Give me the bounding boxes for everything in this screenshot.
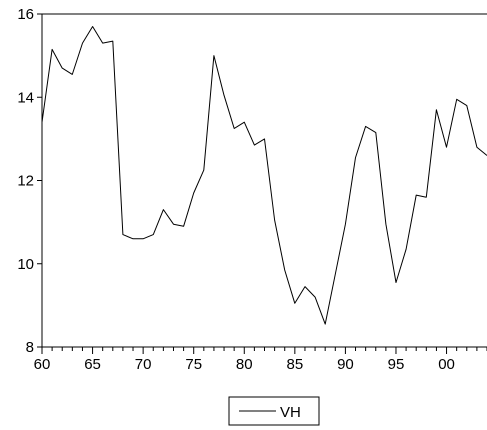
x-axis-ticks: 60 65 70 75 80 85 90 95 00 [34,347,487,373]
x-tick-label: 85 [286,356,303,373]
x-tick-label: 75 [185,356,202,373]
y-tick-label: 8 [26,339,34,356]
y-tick-label: 14 [17,89,34,106]
legend: VH [228,396,320,426]
legend-label-vh: VH [280,404,301,421]
x-tick-label: 60 [34,356,51,373]
y-axis-ticks: 8 10 12 14 16 [17,6,42,356]
x-tick-label: 70 [135,356,152,373]
series-group [41,26,487,325]
series-line-vh [41,26,487,325]
x-tick-label: 00 [438,356,455,373]
x-tick-label: 80 [236,356,253,373]
x-tick-label: 90 [337,356,354,373]
x-tick-label: 95 [388,356,405,373]
y-tick-label: 12 [17,173,34,190]
y-tick-label: 16 [17,6,34,23]
y-tick-label: 10 [17,256,34,273]
x-tick-label: 65 [84,356,101,373]
